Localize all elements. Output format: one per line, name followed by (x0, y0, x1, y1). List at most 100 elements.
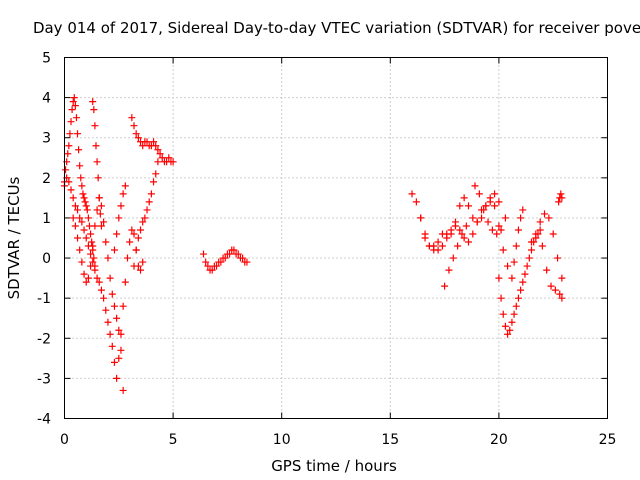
data-point (93, 158, 101, 166)
y-tick-label: 2 (42, 171, 51, 187)
data-point (123, 254, 131, 262)
data-point (460, 234, 468, 242)
data-point (547, 282, 555, 290)
x-tick-label: 5 (169, 432, 178, 448)
data-point (510, 310, 518, 318)
data-point (527, 238, 535, 246)
data-point (443, 234, 451, 242)
data-point (493, 230, 501, 238)
data-point (79, 190, 87, 198)
data-point (425, 242, 433, 250)
data-point (110, 246, 118, 254)
data-point (95, 278, 103, 286)
data-point (93, 206, 101, 214)
data-point (501, 214, 509, 222)
data-point (497, 294, 505, 302)
x-axis-label: GPS time / hours (271, 457, 397, 475)
data-point (471, 182, 479, 190)
data-point (139, 218, 147, 226)
data-point (115, 214, 123, 222)
data-point (514, 226, 522, 234)
data-point (81, 198, 89, 206)
data-point (512, 302, 520, 310)
data-point (97, 222, 105, 230)
data-point (115, 354, 123, 362)
series-arc-15 (508, 206, 527, 282)
data-point (113, 314, 121, 322)
data-point (543, 266, 551, 274)
data-point (75, 146, 83, 154)
data-point (84, 274, 92, 282)
data-point (76, 162, 84, 170)
data-point (78, 218, 86, 226)
data-point (475, 190, 483, 198)
data-point (119, 190, 127, 198)
data-point (204, 262, 212, 270)
data-point (121, 278, 129, 286)
series-arc-17 (538, 242, 566, 302)
data-points (61, 94, 566, 394)
data-point (143, 206, 151, 214)
data-point (165, 154, 173, 162)
y-tick-label: -4 (37, 412, 51, 428)
data-point (510, 258, 518, 266)
data-point (517, 286, 525, 294)
y-tick-label: 3 (42, 131, 51, 147)
data-point (504, 330, 512, 338)
data-point (152, 170, 160, 178)
data-point (76, 246, 84, 254)
series-arc-2 (61, 174, 118, 366)
data-point (74, 130, 82, 138)
data-point (464, 202, 472, 210)
data-point (80, 226, 88, 234)
data-point (90, 254, 98, 262)
data-point (434, 246, 442, 254)
data-point (208, 266, 216, 274)
data-point (495, 274, 503, 282)
y-tick-label: -3 (37, 371, 51, 387)
x-tick-label: 15 (381, 432, 399, 448)
data-point (508, 274, 516, 282)
data-point (497, 226, 505, 234)
data-point (545, 214, 553, 222)
data-point (152, 142, 160, 150)
data-point (491, 190, 499, 198)
data-point (76, 214, 84, 222)
data-point (438, 242, 446, 250)
data-point (154, 158, 162, 166)
data-point (556, 290, 564, 298)
x-tick-label: 20 (490, 432, 508, 448)
data-point (108, 342, 116, 350)
data-point (87, 250, 95, 258)
data-point (517, 214, 525, 222)
data-point (69, 214, 77, 222)
data-point (486, 198, 494, 206)
data-point (106, 274, 114, 282)
data-point (67, 186, 75, 194)
data-point (469, 214, 477, 222)
data-point (132, 246, 140, 254)
data-point (71, 222, 79, 230)
data-point (549, 230, 557, 238)
data-point (460, 194, 468, 202)
series-arc-8 (130, 158, 162, 270)
x-tick-label: 0 (60, 432, 69, 448)
data-point (525, 254, 533, 262)
data-point (71, 202, 79, 210)
data-point (536, 218, 544, 226)
data-point (78, 258, 86, 266)
data-point (506, 326, 514, 334)
data-point (554, 254, 562, 262)
data-point (150, 138, 158, 146)
data-point (108, 290, 116, 298)
y-tick-label: 0 (42, 251, 51, 267)
data-point (538, 242, 546, 250)
data-point (68, 106, 76, 114)
data-point (536, 226, 544, 234)
data-point (92, 142, 100, 150)
data-point (100, 218, 108, 226)
data-point (484, 218, 492, 226)
data-point (495, 222, 503, 230)
data-point (89, 242, 97, 250)
data-point (65, 142, 73, 150)
